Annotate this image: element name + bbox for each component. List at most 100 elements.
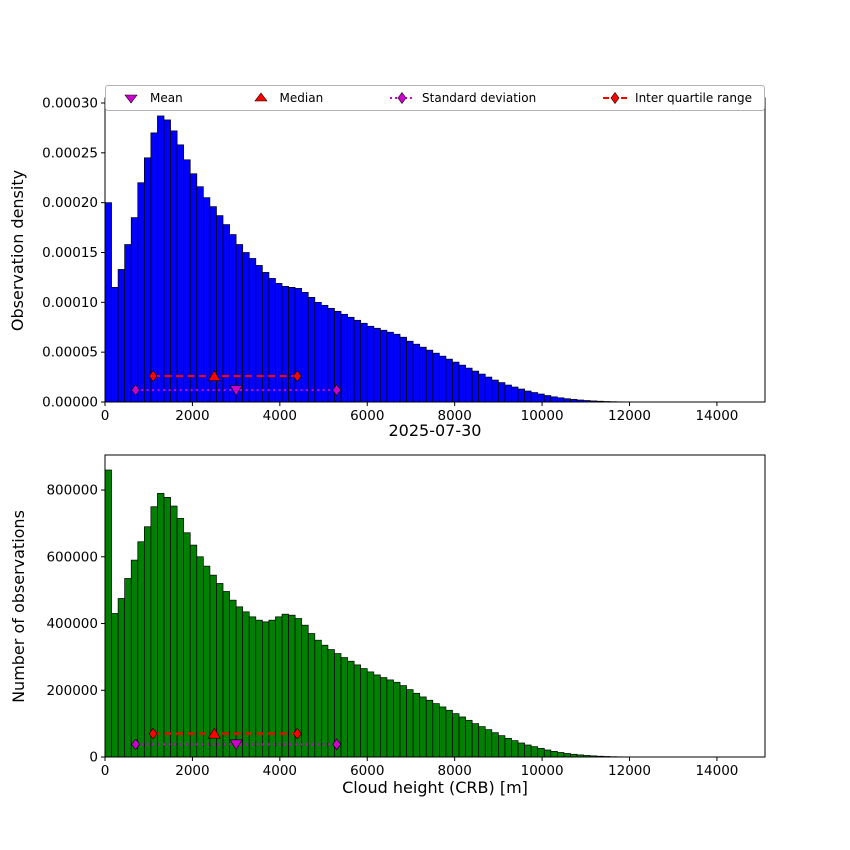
y-tick-label: 800000 — [46, 483, 98, 499]
density-histogram-bar — [537, 393, 545, 403]
y-tick-label: 600000 — [46, 549, 98, 565]
median-marker — [207, 727, 221, 739]
counts-histogram-bar — [491, 732, 499, 758]
density-histogram-bar — [491, 379, 499, 403]
counts-histogram-bar — [537, 747, 545, 758]
density-histogram-bar — [439, 355, 447, 403]
counts-histogram-bar — [189, 544, 198, 758]
x-tick-label: 10000 — [521, 763, 564, 779]
density-histogram-bar — [452, 361, 460, 403]
date-title: 2025-07-30 — [388, 421, 482, 440]
density-histogram-bar — [242, 252, 250, 403]
counts-histogram-bar — [157, 493, 165, 758]
counts-histogram-bar — [458, 716, 466, 758]
density-histogram-bar — [202, 197, 211, 403]
x-tick-label: 2000 — [175, 763, 209, 779]
y-tick-label: 400000 — [46, 616, 98, 632]
density-histogram-bar — [550, 396, 558, 403]
density-histogram-bar — [386, 331, 394, 403]
legend-label-mean: Mean — [150, 91, 183, 105]
std-deviation-diamond-dotted-icon — [390, 91, 415, 105]
counts-histogram-bar — [353, 664, 362, 758]
counts-histogram-bar — [347, 660, 355, 758]
legend-label-iqr: Inter quartile range — [635, 91, 752, 105]
density-histogram-bar — [196, 186, 204, 403]
counts-histogram-bar — [360, 668, 368, 758]
counts-histogram-bar — [412, 692, 421, 758]
counts-histogram-bar — [262, 621, 270, 758]
density-histogram-bar — [104, 202, 112, 403]
counts-histogram-bar — [530, 746, 539, 758]
density-histogram-bar — [530, 392, 539, 403]
counts-histogram-bar — [314, 639, 322, 758]
density-histogram-bar — [340, 313, 348, 403]
density-histogram-bar — [524, 390, 532, 403]
density-histogram-bar — [517, 388, 525, 403]
legend: Mean Median Standard deviation Inter qua… — [105, 85, 765, 111]
counts-histogram-bar — [196, 556, 204, 758]
density-histogram-bar — [471, 370, 480, 403]
counts-histogram-bar — [242, 611, 250, 758]
y-tick-label: 0.00025 — [42, 145, 98, 161]
counts-histogram-bar — [393, 681, 401, 758]
density-histogram-bar — [366, 325, 375, 403]
density-histogram-bar — [458, 364, 466, 403]
mean-marker — [229, 739, 243, 751]
x-tick-label: 12000 — [608, 763, 651, 779]
density-histogram-bar — [157, 115, 165, 403]
counts-histogram-bar — [386, 679, 394, 758]
y-tick-label: 0.00020 — [42, 195, 98, 211]
x-tick-label: 0 — [101, 763, 110, 779]
counts-histogram-bar — [163, 497, 171, 758]
density-histogram-bar — [117, 269, 126, 403]
density-histogram-bar — [163, 119, 171, 403]
counts-histogram-bar — [150, 506, 158, 758]
x-tick-label: 10000 — [521, 408, 564, 424]
counts-histogram-bar — [484, 729, 493, 758]
density-histogram-bar — [150, 132, 158, 403]
counts-histogram-bar — [307, 633, 316, 758]
counts-axes-frame — [104, 454, 766, 758]
counts-histogram-bar — [124, 578, 132, 758]
density-histogram-bar — [307, 296, 316, 403]
counts-histogram-bar — [104, 469, 112, 758]
counts-histogram-bar — [202, 565, 211, 758]
y-tick-label: 0.00005 — [42, 345, 98, 361]
counts-histogram-bar — [524, 744, 532, 758]
mean-marker — [229, 385, 243, 397]
density-histogram-bar — [124, 244, 132, 403]
counts-histogram-bar — [321, 644, 329, 758]
legend-item-iqr: Inter quartile range — [601, 91, 752, 105]
counts-histogram-bar — [432, 703, 440, 758]
x-tick-label: 4000 — [263, 408, 297, 424]
counts-histogram-bar — [117, 598, 126, 758]
counts-histogram-bar — [419, 696, 427, 758]
density-histogram-bar — [301, 292, 309, 403]
density-histogram-bar — [465, 367, 473, 403]
density-histogram-bar — [111, 287, 119, 403]
x-tick-label: 12000 — [608, 408, 651, 424]
counts-histogram-bar — [281, 613, 289, 758]
counts-histogram-bar — [498, 735, 506, 758]
counts-histogram-bar — [222, 591, 230, 758]
density-histogram-bar — [130, 217, 139, 403]
legend-item-median: Median — [248, 91, 323, 105]
density-histogram-bar — [511, 386, 519, 403]
density-histogram-bar — [412, 343, 421, 403]
legend-item-mean: Mean — [118, 91, 183, 105]
inter-quartile-range-diamond-marker — [292, 727, 302, 740]
counts-histogram-bar — [406, 689, 414, 758]
y-axis-label-density: Observation density — [0, 98, 36, 402]
density-histogram-bar — [262, 272, 270, 403]
density-histogram-bar — [255, 265, 263, 403]
counts-histogram-bar — [366, 671, 375, 758]
y-tick-label: 200000 — [46, 683, 98, 699]
density-histogram-bar — [183, 159, 191, 403]
y-tick-label: 0.00010 — [42, 295, 98, 311]
y-axis-label-counts-text: Number of observations — [8, 509, 28, 703]
counts-histogram-bar — [504, 737, 512, 758]
counts-histogram-bar — [288, 614, 296, 758]
standard-deviation-diamond-marker — [332, 738, 342, 751]
density-histogram-bar — [275, 283, 283, 403]
x-tick-label: 6000 — [350, 408, 384, 424]
